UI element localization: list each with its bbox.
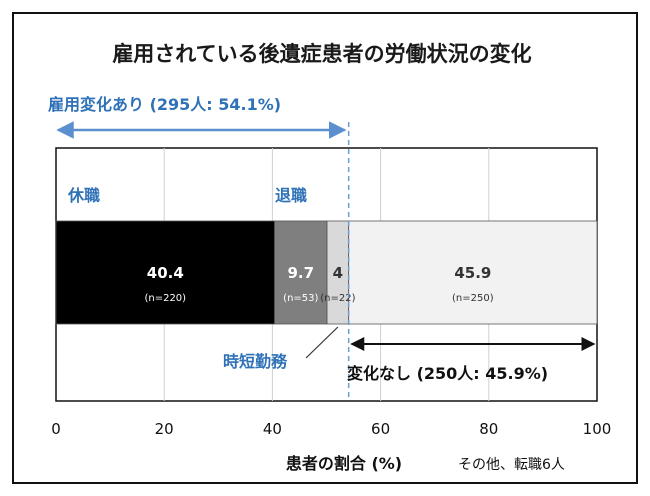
segment-n-2: (n=22) bbox=[320, 293, 355, 304]
x-axis-label: 患者の割合 (%) bbox=[286, 454, 402, 473]
label-jitan: 時短勤務 bbox=[223, 352, 288, 371]
chart-title: 雇用されている後遺症患者の労働状況の変化 bbox=[112, 42, 531, 66]
x-tick-5: 100 bbox=[583, 420, 612, 438]
bar-segment-0 bbox=[55, 220, 275, 325]
x-tick-0: 0 bbox=[51, 420, 61, 438]
label-taishoku: 退職 bbox=[275, 186, 307, 205]
segment-n-3: (n=250) bbox=[452, 293, 494, 304]
jitan-leader-line bbox=[305, 326, 339, 359]
chart-frame: 雇用されている後遺症患者の労働状況の変化 雇用変化あり (295人: 54.1%… bbox=[12, 12, 638, 484]
segment-value-labels: 40.4 (n=220) 9.7 (n=53) 4 (n=22) 45.9 (n=250) bbox=[144, 264, 493, 304]
x-tick-3: 60 bbox=[371, 420, 390, 438]
unchanged-label: 変化なし (250人: 45.9%) bbox=[347, 364, 548, 383]
segment-value-1: 9.7 bbox=[288, 264, 315, 282]
segment-n-1: (n=53) bbox=[283, 293, 318, 304]
x-tick-4: 80 bbox=[479, 420, 498, 438]
segment-value-3: 45.9 bbox=[454, 264, 491, 282]
x-tick-2: 40 bbox=[263, 420, 282, 438]
bar-segment-3 bbox=[348, 220, 598, 325]
stacked-bar-chart: 雇用されている後遺症患者の労働状況の変化 雇用変化あり (295人: 54.1%… bbox=[48, 42, 611, 473]
label-kyushoku: 休職 bbox=[67, 186, 100, 205]
bar-segments bbox=[55, 220, 598, 325]
other-note: その他、転職6人 bbox=[458, 457, 565, 473]
x-tick-1: 20 bbox=[155, 420, 174, 438]
bar-segment-1 bbox=[274, 220, 328, 325]
changed-label: 雇用変化あり (295人: 54.1%) bbox=[48, 95, 281, 114]
segment-value-0: 40.4 bbox=[147, 264, 184, 282]
segment-value-2: 4 bbox=[333, 264, 343, 282]
segment-n-0: (n=220) bbox=[144, 293, 186, 304]
x-axis-ticks: 0 20 40 60 80 100 bbox=[51, 420, 611, 438]
